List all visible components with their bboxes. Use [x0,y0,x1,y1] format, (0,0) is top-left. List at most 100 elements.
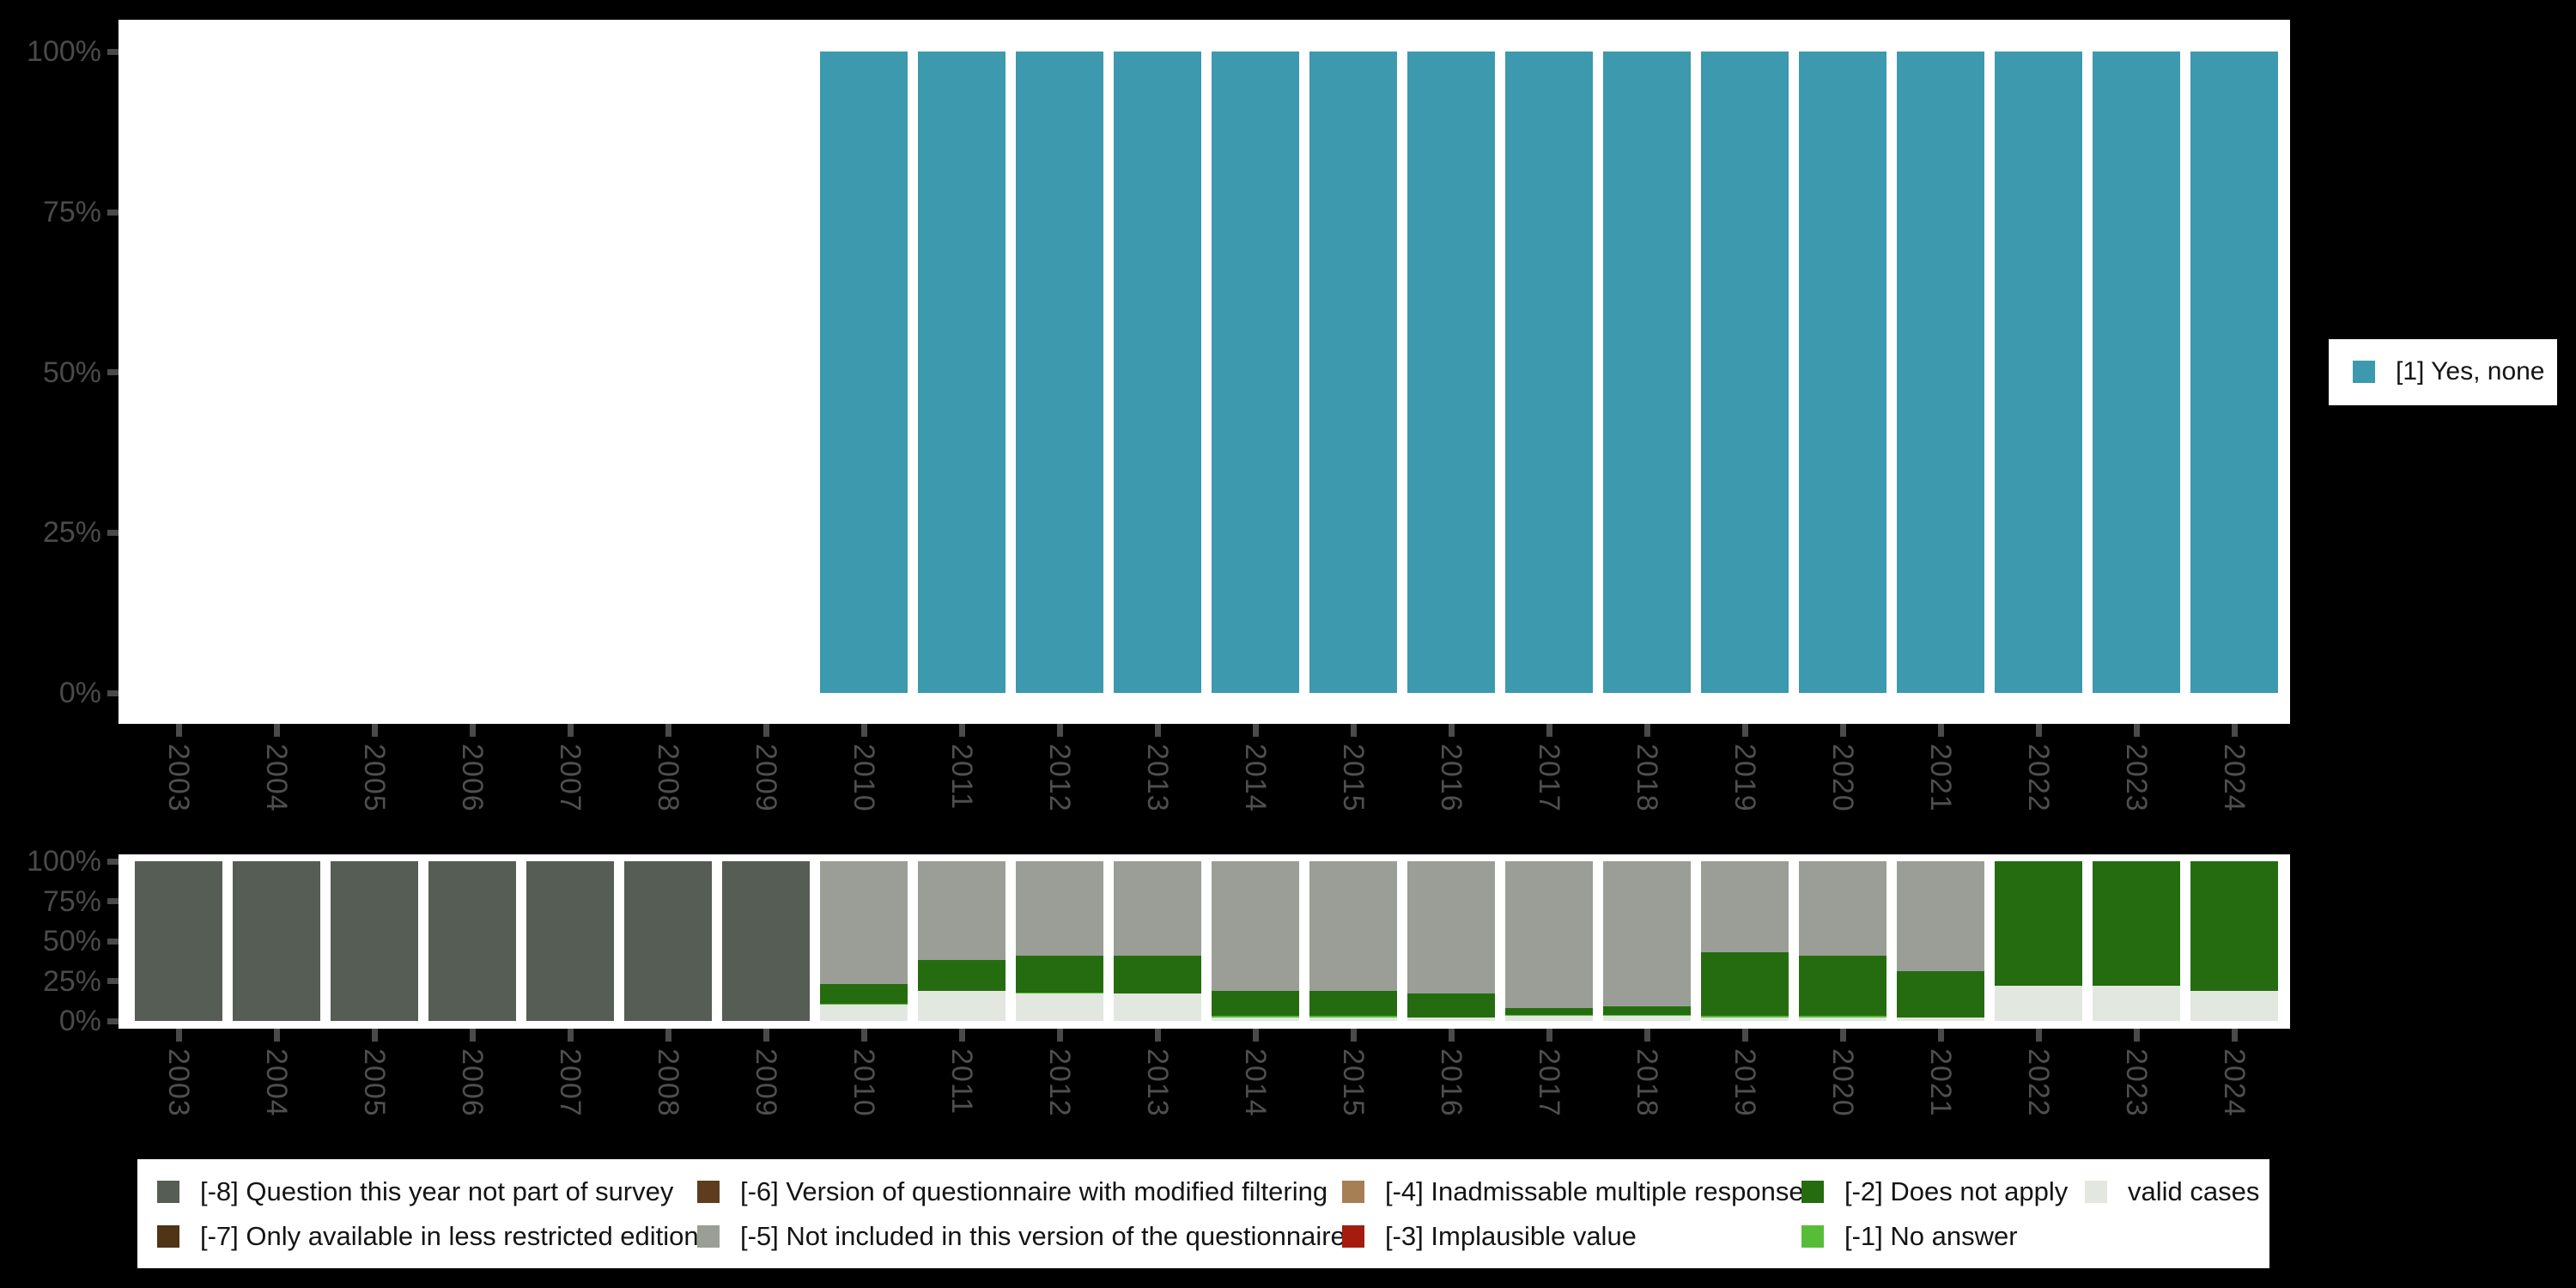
top-x-tick-mark [1448,724,1455,737]
top-x-label-2008: 2008 [652,744,684,812]
top-x-tick-mark [1252,724,1259,737]
bar-m2-2018 [1603,1006,1691,1015]
bar-yes-none-2021 [1897,52,1984,693]
bar-valid-2023 [2093,986,2180,1021]
legend-right-box: [1] Yes, none [2329,339,2557,405]
top-y-tick-mark [107,209,118,216]
bar-m5-2015 [1309,861,1397,991]
bottom-x-label-2021: 2021 [1924,1048,1957,1117]
bar-yes-none-2012 [1016,52,1103,693]
top-x-label-2014: 2014 [1239,744,1272,812]
legend-swatch-m4 [1342,1181,1364,1203]
bar-yes-none-2020 [1799,52,1886,693]
bottom-x-label-2008: 2008 [652,1048,684,1117]
bottom-x-label-2017: 2017 [1533,1048,1565,1117]
bar-m8-2008 [624,861,712,1021]
top-x-tick-mark [273,724,280,737]
top-x-label-2006: 2006 [456,744,489,812]
bar-m5-2016 [1407,861,1495,994]
legend-label-valid: valid cases [2128,1176,2260,1206]
top-x-tick-mark [762,724,769,737]
top-x-tick-mark [860,724,867,737]
top-x-label-2010: 2010 [848,744,880,812]
top-x-label-2017: 2017 [1533,744,1565,812]
top-x-label-2005: 2005 [358,744,391,812]
bottom-x-tick-mark [1546,1029,1552,1042]
bar-m1-2020 [1799,1016,1886,1018]
top-y-tick-label: 75% [42,196,101,228]
bar-yes-none-2022 [1995,52,2082,693]
top-x-tick-mark [175,724,182,737]
top-x-label-2004: 2004 [260,744,293,812]
bar-valid-2012 [1016,993,1103,1021]
top-x-tick-mark [958,724,965,737]
bar-valid-2014 [1212,1018,1299,1021]
top-x-label-2015: 2015 [1337,744,1370,812]
legend-label-m7: [-7] Only available in less restricted e… [200,1221,699,1251]
bottom-chart-panel [118,854,2290,1029]
bar-valid-2015 [1309,1018,1397,1021]
bar-m2-2022 [1995,861,2082,987]
bottom-x-label-2014: 2014 [1239,1048,1272,1117]
top-x-label-2024: 2024 [2218,744,2251,812]
bottom-y-tick-mark [107,938,118,945]
top-y-tick-mark [107,690,118,696]
bar-valid-2020 [1799,1018,1886,1021]
top-x-tick-mark [1839,724,1846,737]
bar-m2-2012 [1016,955,1103,993]
bar-m5-2020 [1799,861,1886,956]
legend-swatch-m5 [697,1225,720,1248]
bar-m5-2011 [918,861,1005,961]
bar-valid-2010 [820,1005,908,1021]
top-x-label-2003: 2003 [162,744,195,812]
bar-yes-none-2018 [1603,52,1691,693]
bottom-x-label-2023: 2023 [2120,1048,2153,1117]
bar-m2-2020 [1799,955,1886,1017]
bottom-y-tick-label: 50% [42,925,101,957]
bar-valid-2024 [2190,990,2278,1021]
bottom-x-label-2024: 2024 [2218,1048,2251,1117]
bottom-x-tick-mark [2035,1029,2042,1042]
bottom-x-label-2011: 2011 [945,1048,978,1115]
bottom-y-tick-label: 25% [42,964,101,998]
bar-m1-2014 [1212,1016,1299,1018]
legend-right-swatch-yes-none [2353,361,2375,383]
top-x-label-2012: 2012 [1043,744,1076,812]
bottom-x-tick-mark [1937,1029,1944,1042]
bottom-x-tick-mark [762,1029,769,1042]
bar-m5-2017 [1505,861,1593,1009]
bar-m2-2010 [820,984,908,1004]
legend-label-m1: [-1] No answer [1844,1221,2018,1251]
top-y-tick-mark [107,529,118,536]
top-x-tick-mark [1056,724,1063,737]
bar-valid-2022 [1995,986,2082,1021]
bar-m2-2024 [2190,861,2278,991]
legend-label-m3: [-3] Implausible value [1385,1221,1637,1251]
bar-m8-2003 [135,861,222,1021]
bottom-x-tick-mark [1741,1029,1748,1042]
bottom-x-label-2013: 2013 [1141,1048,1174,1117]
top-x-label-2022: 2022 [2022,744,2055,812]
bottom-x-tick-mark [1643,1029,1650,1042]
bar-m1-2012 [1016,992,1103,994]
bar-m2-2023 [2093,861,2180,987]
legend-swatch-m3 [1342,1225,1364,1248]
legend-swatch-m8 [157,1181,179,1203]
bar-yes-none-2014 [1212,52,1299,693]
top-x-label-2011: 2011 [945,744,978,811]
bottom-y-tick-mark [107,978,118,984]
bottom-x-label-2015: 2015 [1337,1048,1370,1117]
bar-m5-2021 [1897,861,1984,972]
bar-m5-2010 [820,861,908,985]
bar-valid-2011 [918,990,1005,1021]
legend-swatch-valid [2085,1181,2107,1203]
bar-valid-2013 [1114,993,1201,1021]
bar-m2-2013 [1114,955,1201,994]
bar-yes-none-2013 [1114,52,1201,693]
bar-m1-2017 [1505,1014,1593,1017]
bottom-x-tick-mark [567,1029,574,1042]
bottom-x-label-2016: 2016 [1435,1048,1467,1117]
bar-m2-2019 [1701,952,1789,1017]
bar-yes-none-2017 [1505,52,1593,693]
